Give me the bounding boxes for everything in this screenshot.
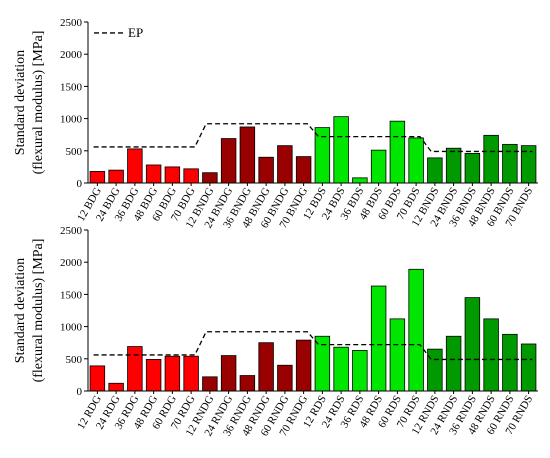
bar-60-bnds (502, 143, 518, 184)
y-tick-label: 2000 (60, 49, 83, 61)
bar-48-rdg (145, 359, 162, 392)
y-axis-label-line2: (flexural modulus) [MPa] (31, 31, 46, 175)
bar-36-rds (352, 350, 368, 392)
bar-36-bdg (127, 148, 143, 184)
bar-70-bdg (183, 168, 199, 184)
y-tick-label: 500 (66, 146, 83, 158)
bar-24-rnds (445, 335, 462, 392)
bar-70-rnds (520, 343, 537, 392)
bar-24-bndg (220, 138, 237, 184)
bar-36-bds (352, 177, 368, 184)
bar-24-bdg (108, 169, 124, 184)
y-tick-label: 2500 (60, 17, 83, 29)
bar-70-bds (408, 137, 424, 184)
bar-60-rdg (164, 355, 181, 392)
bar-60-rnds (502, 333, 518, 392)
bar-70-rndg (295, 339, 312, 392)
bar-24-rds (333, 346, 349, 392)
bar-12-bnds (427, 157, 443, 184)
ep-line (93, 331, 533, 361)
legend-ep-label: EP (128, 25, 143, 40)
bar-60-bds (389, 120, 406, 184)
y-tick-label: 1000 (60, 322, 83, 334)
bar-48-bdg (145, 164, 162, 184)
bar-60-bndg (277, 145, 293, 184)
bar-70-rdg (183, 355, 199, 392)
bar-36-rnds (464, 297, 481, 392)
y-axis-label-line2: (flexural modulus) [MPa] (31, 239, 46, 383)
y-tick-label: 1500 (60, 289, 83, 301)
bar-12-rdg (89, 365, 106, 392)
bar-48-bnds (483, 134, 499, 184)
bar-12-rndg (202, 376, 218, 392)
bar-70-bndg (295, 156, 312, 184)
y-tick-label: 1500 (60, 81, 83, 93)
bar-36-bnds (464, 152, 481, 184)
bar-48-rds (370, 285, 387, 392)
bar-36-rdg (127, 346, 143, 392)
bar-60-bdg (164, 166, 181, 184)
bar-24-bds (333, 116, 349, 184)
y-tick-label: 2000 (60, 257, 83, 269)
bar-24-rdg (108, 382, 124, 392)
y-tick-label: 1000 (60, 114, 83, 126)
y-tick-label: 2500 (60, 225, 83, 237)
bar-60-rndg (277, 364, 293, 392)
bar-70-rds (408, 268, 424, 392)
bar-60-rds (389, 318, 406, 392)
y-tick-label: 0 (77, 178, 83, 190)
bar-48-bds (370, 149, 387, 184)
y-tick-label: 500 (66, 354, 83, 366)
bar-48-rndg (258, 342, 274, 392)
bar-12-rnds (427, 348, 443, 392)
ep-line (93, 123, 533, 153)
bar-36-rndg (239, 375, 256, 392)
bar-24-bnds (445, 147, 462, 184)
bar-36-bndg (239, 126, 256, 184)
y-axis-label-line1: Standard deviation (13, 50, 28, 155)
bar-12-bndg (202, 172, 218, 184)
y-tick-label: 0 (77, 386, 83, 398)
bar-24-rndg (220, 355, 237, 392)
bar-48-bndg (258, 156, 274, 184)
y-axis-label-line1: Standard deviation (13, 258, 28, 363)
bar-48-rnds (483, 318, 499, 392)
bar-12-bdg (89, 171, 106, 184)
